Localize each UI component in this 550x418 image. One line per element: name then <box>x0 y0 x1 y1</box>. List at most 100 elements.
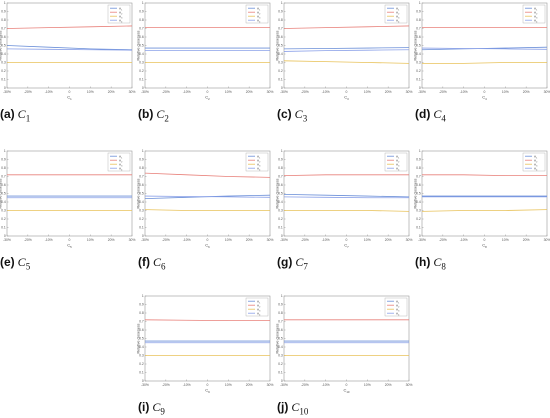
x-axis-label-sub: 2 <box>208 97 210 101</box>
y-tick-label: 0.1 <box>278 226 283 230</box>
panel-criterion: C <box>17 107 26 121</box>
y-tick-label: 0 <box>4 86 6 90</box>
chart-svg: 0 0.1 0.2 0.3 0.4 0.5 0.6 0.7 0.8 0.9 1 -30% -20% -10… <box>276 1 413 101</box>
panel-criterion: C <box>153 255 162 269</box>
chart-svg: 0 0.1 0.2 0.3 0.4 0.5 0.6 0.7 0.8 0.9 1 -30% -20% -10… <box>414 149 550 249</box>
legend-entry-main: A <box>257 303 260 307</box>
legend-entry-sub: 1 <box>259 9 261 11</box>
x-tick-label: -20% <box>162 238 170 242</box>
x-tick-label: 0 <box>207 383 209 387</box>
y-tick-label: 0.8 <box>139 311 144 315</box>
y-tick-label: 1 <box>4 149 6 153</box>
legend-entry-main: A <box>257 154 260 158</box>
legend-entry-sub: 2 <box>398 306 400 308</box>
chart-panel: 0 0.1 0.2 0.3 0.4 0.5 0.6 0.7 0.8 0.9 1 -30% -20% -10… <box>276 0 413 125</box>
legend-entry: A1 <box>257 6 261 11</box>
y-tick-label: 0.2 <box>278 217 283 221</box>
x-tick-label: 10% <box>502 90 509 94</box>
y-tick-label: 1 <box>419 1 421 5</box>
x-tick-label: 10% <box>364 383 371 387</box>
legend-entry-sub: 3 <box>121 17 123 19</box>
y-tick-label: 0.9 <box>139 10 144 14</box>
legend-entry-sub: 3 <box>398 165 400 167</box>
y-tick-label: 0.5 <box>139 337 144 341</box>
y-tick-label: 0.9 <box>1 158 6 162</box>
x-tick-label: 0 <box>346 383 348 387</box>
x-axis-label-main: C <box>205 95 208 100</box>
y-tick-label: 0.2 <box>278 362 283 366</box>
y-tick-label: 0.7 <box>139 320 144 324</box>
x-axis-label: C2 <box>205 95 210 101</box>
legend-entry-main: A <box>396 18 399 22</box>
y-tick-label: 0.7 <box>278 27 283 31</box>
y-tick-label: 1 <box>281 1 283 5</box>
y-tick-label: 0.2 <box>139 69 144 73</box>
y-tick-label: 0 <box>281 379 283 383</box>
x-tick-label: 20% <box>385 90 392 94</box>
y-tick-label: 0.9 <box>278 303 283 307</box>
legend-entry: A3 <box>396 307 400 312</box>
y-tick-label: 0.8 <box>139 18 144 22</box>
x-axis-label-sub: 7 <box>347 245 349 249</box>
legend-box <box>107 4 131 24</box>
x-axis-label-main: C <box>67 95 70 100</box>
y-tick-label: 0.9 <box>416 158 421 162</box>
x-tick-label: -20% <box>301 383 309 387</box>
legend-entry-sub: 3 <box>536 165 538 167</box>
legend-entry-sub: 3 <box>259 165 261 167</box>
legend-entry-sub: 1 <box>536 9 538 11</box>
y-tick-label: 1 <box>419 149 421 153</box>
legend-entry-main: A <box>119 166 122 170</box>
panel-criterion: C <box>433 255 442 269</box>
legend-entry-main: A <box>396 299 399 303</box>
legend-entry-sub: 1 <box>536 157 538 159</box>
legend-entry-main: A <box>396 158 399 162</box>
chart-panel: 0 0.1 0.2 0.3 0.4 0.5 0.6 0.7 0.8 0.9 1 -30% -20% -10… <box>276 293 413 418</box>
y-tick-label: 0.7 <box>278 320 283 324</box>
x-tick-label: -10% <box>45 90 53 94</box>
legend-entry-main: A <box>396 10 399 14</box>
legend-entry: A3 <box>534 162 538 167</box>
x-tick-label: -20% <box>24 90 32 94</box>
x-tick-label: -10% <box>183 383 191 387</box>
legend-entry-main: A <box>534 166 537 170</box>
series-line-2 <box>422 174 547 177</box>
x-tick-label: 30% <box>267 238 274 242</box>
y-tick-label: 0.6 <box>139 328 144 332</box>
x-tick-label: -10% <box>460 238 468 242</box>
y-axis-label: Relative closeness <box>414 30 418 60</box>
legend-box <box>245 4 269 24</box>
y-tick-label: 0.4 <box>278 52 283 56</box>
legend-entry-main: A <box>396 307 399 311</box>
y-tick-label: 0.4 <box>416 200 421 204</box>
x-tick-label: 30% <box>129 238 136 242</box>
chart-panel: 0 0.1 0.2 0.3 0.4 0.5 0.6 0.7 0.8 0.9 1 -30% -20% -10… <box>414 148 550 273</box>
series-line-3 <box>283 60 410 64</box>
y-tick-label: 0.4 <box>139 52 144 56</box>
legend-entry: A3 <box>396 14 400 19</box>
panel-label: (i) <box>138 400 150 414</box>
y-tick-label: 0 <box>142 379 144 383</box>
legend-entry: A2 <box>396 303 400 308</box>
y-tick-label: 0.6 <box>278 328 283 332</box>
series-line-2 <box>283 25 410 29</box>
y-tick-label: 0.1 <box>278 78 283 82</box>
legend-entry-main: A <box>396 162 399 166</box>
y-tick-label: 0.7 <box>416 175 421 179</box>
chart-svg: 0 0.1 0.2 0.3 0.4 0.5 0.6 0.7 0.8 0.9 1 -30% -20% -10… <box>0 1 135 101</box>
legend-entry: A3 <box>257 307 261 312</box>
y-tick-label: 0 <box>142 234 144 238</box>
x-tick-label: 20% <box>523 238 530 242</box>
legend-entry-main: A <box>534 154 537 158</box>
x-tick-label: 20% <box>385 238 392 242</box>
panel-label: (e) <box>0 255 15 269</box>
y-tick-label: 0.4 <box>278 200 283 204</box>
legend-entry-sub: 2 <box>121 161 123 163</box>
y-axis-label: Relative closeness <box>276 178 280 208</box>
legend-entry-sub: 3 <box>121 165 123 167</box>
y-tick-label: 0.9 <box>278 10 283 14</box>
x-tick-label: -30% <box>3 238 11 242</box>
legend-entry-main: A <box>396 303 399 307</box>
x-tick-label: -20% <box>301 90 309 94</box>
legend-entry: A4 <box>257 311 261 316</box>
